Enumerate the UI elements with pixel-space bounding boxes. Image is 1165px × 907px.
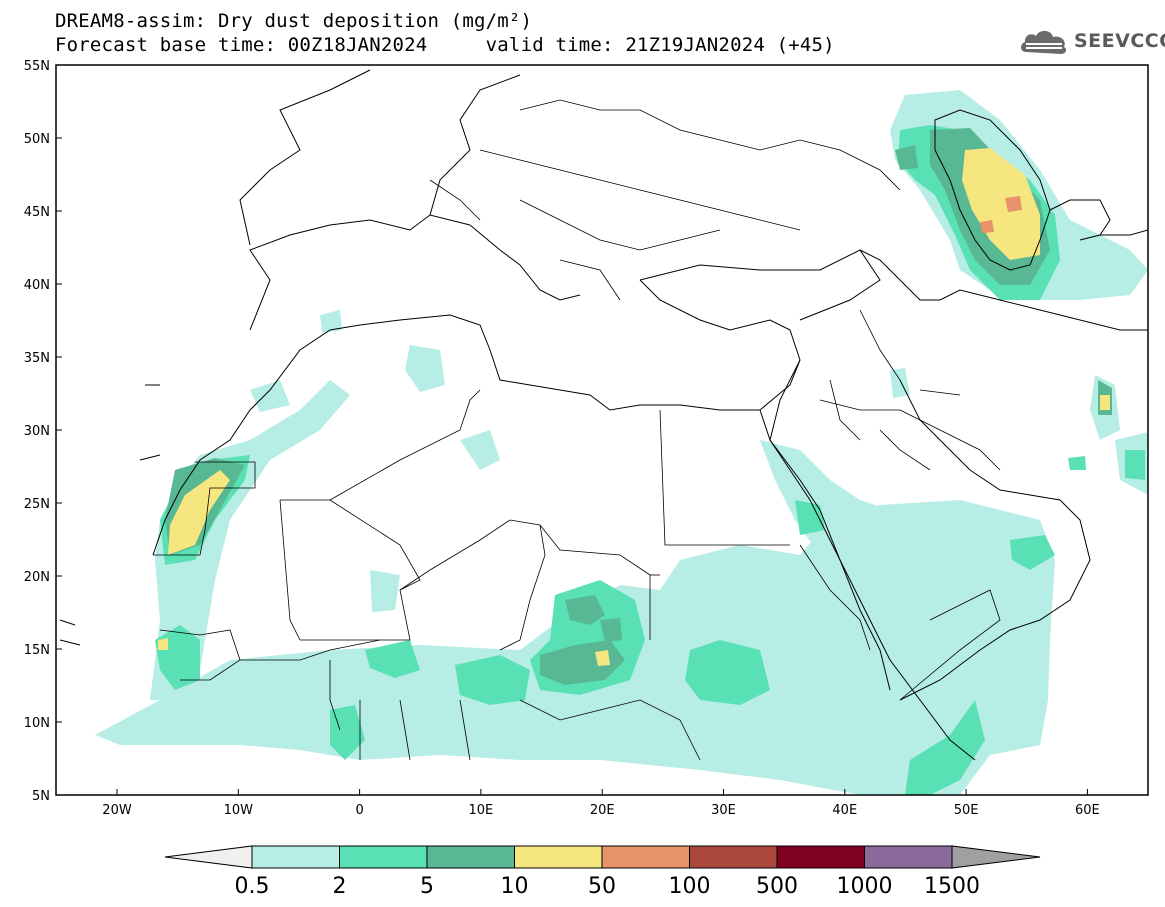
- longitude-axis: 20W 10W 0 10E 20E 30E 40E 50E 60E: [102, 789, 1100, 818]
- colorbar-swatch: [689, 845, 778, 869]
- lat-label: 45N: [24, 205, 50, 220]
- lat-label: 35N: [24, 351, 50, 366]
- colorbar-level-label: 50: [588, 874, 616, 899]
- lat-label: 5N: [32, 789, 50, 804]
- lat-label: 55N: [24, 59, 50, 74]
- colorbar-swatch: [514, 845, 603, 869]
- colorbar-legend: 0.5 2 5 10 50 100 500 1000 1500: [164, 845, 1041, 899]
- lon-label: 60E: [1075, 803, 1100, 818]
- dust-fields: [59, 69, 1148, 795]
- lon-label: 0: [355, 803, 363, 818]
- deposition-extreme: [980, 196, 1022, 233]
- lat-label: 25N: [24, 497, 50, 512]
- lon-label: 20W: [102, 803, 132, 818]
- lat-label: 15N: [24, 643, 50, 658]
- colorbar-level-label: 1000: [837, 874, 893, 899]
- lon-label: 20E: [590, 803, 615, 818]
- map-title: DREAM8-assim: Dry dust deposition (mg/m²…: [55, 10, 533, 32]
- forecast-base-time: Forecast base time: 00Z18JAN2024: [55, 34, 428, 56]
- colorbar-level-label: 5: [420, 874, 434, 899]
- coastlines: [59, 69, 1148, 761]
- colorbar-level-label: 0.5: [235, 874, 270, 899]
- lat-label: 50N: [24, 132, 50, 147]
- lon-label: 40E: [832, 803, 857, 818]
- colorbar-swatch: [426, 845, 515, 869]
- colorbar-swatch: [339, 845, 428, 869]
- deposition-very-high: [158, 148, 1110, 666]
- lat-label: 10N: [24, 716, 50, 731]
- lon-label: 10W: [224, 803, 254, 818]
- logo-text: SEEVCCC: [1074, 30, 1165, 52]
- lon-label: 10E: [469, 803, 494, 818]
- colorbar-level-label: 500: [756, 874, 798, 899]
- colorbar-low-arrow: [164, 845, 253, 869]
- colorbar-high-arrow: [951, 845, 1041, 869]
- lat-label: 30N: [24, 424, 50, 439]
- lat-label: 40N: [24, 278, 50, 293]
- valid-time: valid time: 21Z19JAN2024 (+45): [485, 34, 835, 56]
- colorbar-level-label: 2: [333, 874, 347, 899]
- latitude-axis: 55N 50N 45N 40N 35N 30N 25N 20N 15N 10N 5N: [24, 59, 62, 804]
- colorbar-swatch: [776, 845, 865, 869]
- lon-label: 30E: [711, 803, 736, 818]
- cloud-icon: [1020, 30, 1067, 54]
- forecast-time-line: Forecast base time: 00Z18JAN2024 valid t…: [55, 34, 835, 56]
- colorbar-level-label: 10: [501, 874, 529, 899]
- lat-label: 20N: [24, 570, 50, 585]
- colorbar-swatch: [601, 845, 690, 869]
- colorbar-swatch: [251, 845, 340, 869]
- colorbar-level-label: 100: [669, 874, 711, 899]
- colorbar-level-label: 1500: [924, 874, 980, 899]
- colorbar-swatch: [864, 845, 953, 869]
- seevccc-logo: SEEVCCC: [1018, 24, 1165, 58]
- lon-label: 50E: [954, 803, 979, 818]
- country-borders: [153, 99, 1001, 761]
